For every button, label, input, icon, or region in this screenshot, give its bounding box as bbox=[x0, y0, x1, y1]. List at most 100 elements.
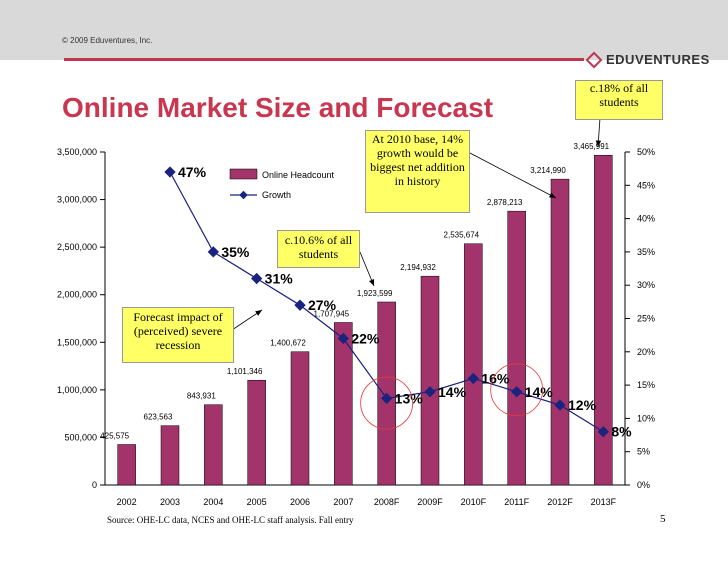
x-tick-label: 2007 bbox=[333, 497, 353, 507]
headcount-bar bbox=[550, 178, 570, 486]
growth-point bbox=[294, 299, 306, 311]
legend-label-headcount: Online Headcount bbox=[262, 170, 335, 180]
annotation-arrow bbox=[467, 151, 557, 199]
right-tick-label: 5% bbox=[637, 447, 650, 457]
x-tick-label: 2012F bbox=[547, 497, 573, 507]
growth-value-label: 16% bbox=[481, 370, 510, 386]
right-tick-label: 0% bbox=[637, 480, 650, 490]
headcount-bar bbox=[594, 154, 613, 486]
copyright-text: © 2009 Eduventures, Inc. bbox=[62, 36, 153, 45]
bar-value-label: 1,707,945 bbox=[314, 310, 350, 319]
x-tick-label: 2010F bbox=[461, 497, 487, 507]
source-note: Source: OHE-LC data, NCES and OHE-LC sta… bbox=[107, 515, 354, 525]
right-tick-label: 30% bbox=[637, 280, 655, 290]
legend-label-growth: Growth bbox=[262, 190, 291, 200]
growth-point bbox=[467, 372, 479, 385]
growth-point bbox=[554, 399, 566, 411]
headcount-bar bbox=[507, 210, 526, 486]
headcount-bar bbox=[334, 322, 353, 486]
header-accent-line bbox=[64, 58, 584, 61]
right-tick-label: 45% bbox=[637, 180, 655, 190]
x-tick-label: 2013F bbox=[591, 497, 617, 507]
arrow-head-icon bbox=[595, 140, 602, 147]
bar-value-label: 2,878,213 bbox=[487, 198, 523, 207]
left-tick-label: 1,000,000 bbox=[57, 385, 97, 395]
bar-value-label: 425,575 bbox=[100, 432, 129, 441]
left-tick-label: 500,000 bbox=[64, 432, 97, 442]
bar-value-label: 1,923,599 bbox=[357, 289, 393, 298]
growth-value-label: 27% bbox=[308, 297, 337, 313]
x-tick-label: 2005 bbox=[247, 497, 267, 507]
growth-point bbox=[511, 386, 523, 398]
headcount-bar bbox=[420, 275, 440, 486]
right-tick-label: 35% bbox=[637, 247, 655, 257]
growth-value-label: 8% bbox=[611, 424, 632, 440]
right-tick-label: 40% bbox=[637, 214, 655, 224]
growth-value-label: 12% bbox=[568, 397, 597, 413]
note-2010-base: At 2010 base, 14% growth would be bigges… bbox=[365, 130, 470, 213]
right-tick-label: 50% bbox=[637, 147, 655, 157]
headcount-bar bbox=[290, 351, 310, 486]
bar-value-label: 2,194,932 bbox=[400, 263, 436, 272]
note-10-6-percent: c.10.6% of all students bbox=[277, 230, 360, 268]
highlight-circle bbox=[360, 376, 414, 430]
legend-swatch-marker bbox=[239, 190, 248, 200]
headcount-bar bbox=[117, 444, 136, 486]
note-recession: Forecast impact of (perceived) severe re… bbox=[122, 307, 234, 363]
left-tick-label: 2,000,000 bbox=[57, 290, 97, 300]
bar-value-label: 1,400,672 bbox=[270, 339, 306, 348]
bar-value-label: 3,465,991 bbox=[574, 142, 610, 151]
arrow-head-icon bbox=[255, 310, 262, 316]
headcount-bar bbox=[204, 404, 223, 486]
bar-value-label: 3,214,990 bbox=[530, 166, 566, 175]
left-tick-label: 0 bbox=[92, 480, 97, 490]
growth-point bbox=[337, 332, 349, 345]
left-tick-label: 3,000,000 bbox=[57, 195, 97, 205]
x-tick-label: 2008F bbox=[374, 497, 400, 507]
highlight-circle bbox=[490, 363, 544, 417]
growth-point bbox=[251, 272, 263, 285]
growth-point bbox=[424, 386, 436, 398]
page-title: Online Market Size and Forecast bbox=[62, 92, 494, 123]
growth-value-label: 13% bbox=[395, 390, 424, 406]
note-18-percent: c.18% of all students bbox=[575, 80, 663, 120]
growth-point bbox=[207, 246, 219, 258]
x-tick-label: 2002 bbox=[117, 497, 137, 507]
headcount-bar bbox=[247, 379, 266, 486]
right-tick-label: 25% bbox=[637, 314, 655, 324]
growth-value-label: 35% bbox=[221, 244, 250, 260]
headcount-bar bbox=[464, 243, 483, 486]
header-bar bbox=[0, 0, 728, 60]
growth-value-label: 31% bbox=[265, 271, 294, 287]
bar-value-label: 2,535,674 bbox=[444, 231, 480, 240]
growth-point bbox=[164, 166, 176, 178]
x-tick-label: 2004 bbox=[203, 497, 223, 507]
x-tick-label: 2006 bbox=[290, 497, 310, 507]
left-tick-label: 2,500,000 bbox=[57, 242, 97, 252]
x-tick-label: 2003 bbox=[160, 497, 180, 507]
x-tick-label: 2011F bbox=[504, 497, 529, 507]
left-tick-label: 1,500,000 bbox=[57, 337, 97, 347]
growth-point bbox=[381, 392, 393, 405]
bar-value-label: 1,101,346 bbox=[227, 367, 263, 376]
headcount-bar bbox=[160, 425, 180, 486]
right-tick-label: 15% bbox=[637, 380, 655, 390]
logo-text: EDUVENTURES bbox=[606, 52, 710, 67]
growth-point bbox=[597, 426, 609, 438]
right-tick-label: 10% bbox=[637, 413, 655, 423]
eduventures-logo: EDUVENTURES bbox=[585, 51, 710, 68]
growth-value-label: 22% bbox=[351, 330, 380, 346]
growth-value-label: 14% bbox=[438, 384, 467, 400]
arrow-head-icon bbox=[369, 279, 375, 286]
arrow-head-icon bbox=[549, 192, 556, 198]
bar-value-label: 623,563 bbox=[144, 413, 173, 422]
legend-swatch-bar bbox=[229, 168, 258, 180]
left-tick-label: 3,500,000 bbox=[57, 147, 97, 157]
growth-value-label: 47% bbox=[178, 164, 207, 180]
bar-value-label: 843,931 bbox=[187, 392, 216, 401]
growth-value-label: 14% bbox=[525, 384, 554, 400]
right-tick-label: 20% bbox=[637, 347, 655, 357]
x-tick-label: 2009F bbox=[417, 497, 443, 507]
page-number: 5 bbox=[660, 513, 666, 525]
